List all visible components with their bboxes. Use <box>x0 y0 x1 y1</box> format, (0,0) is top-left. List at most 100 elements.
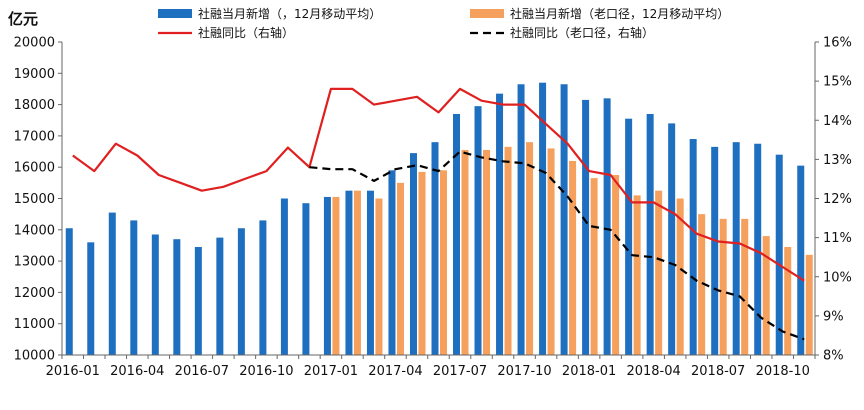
bar-tsf-new <box>517 84 525 355</box>
bar-tsf-new-old-basis <box>526 142 534 355</box>
y-right-tick-label: 9% <box>823 309 844 324</box>
bar-tsf-new <box>754 143 762 355</box>
bar-tsf-new <box>625 118 633 355</box>
x-tick-label: 2017-01 <box>304 364 358 379</box>
x-tick-label: 2018-01 <box>562 364 616 379</box>
y-right-tick-label: 11% <box>823 231 852 246</box>
x-tick-label: 2017-10 <box>497 364 551 379</box>
legend-item-bar-tsf-new: 社融当月新增（，12月移动平均） <box>158 6 381 21</box>
bar-tsf-new-old-basis <box>612 175 620 355</box>
x-tick-label: 2017-07 <box>433 364 487 379</box>
bar-tsf-new-old-basis <box>332 196 340 355</box>
x-tick-label: 2018-04 <box>626 364 680 379</box>
x-tick-label: 2016-01 <box>46 364 100 379</box>
bar-tsf-new <box>216 237 224 355</box>
bar-tsf-new <box>797 165 805 355</box>
bar-tsf-new <box>302 203 310 355</box>
y-left-tick-label: 14000 <box>14 223 55 238</box>
bar-tsf-new <box>388 170 396 355</box>
y-left-tick-label: 15000 <box>14 192 55 207</box>
bar-tsf-new <box>173 239 181 355</box>
y-right-tick-label: 15% <box>823 75 852 90</box>
legend-swatch <box>470 9 504 18</box>
bar-tsf-new <box>560 84 568 355</box>
legend: 社融当月新增（，12月移动平均） 社融当月新增（老口径，12月移动平均） 社融同比（… <box>158 6 729 40</box>
bar-tsf-new-old-basis <box>784 247 792 355</box>
y-left-tick-label: 16000 <box>14 161 55 176</box>
legend-label: 社融当月新增（老口径，12月移动平均） <box>510 6 729 21</box>
bar-tsf-new-old-basis <box>375 198 383 355</box>
bar-tsf-new-old-basis <box>504 146 512 355</box>
bar-tsf-new <box>237 228 245 355</box>
x-tick-label: 2017-04 <box>368 364 422 379</box>
bar-tsf-new-old-basis <box>418 171 426 355</box>
bar-tsf-new-old-basis <box>698 214 706 355</box>
bar-tsf-new <box>711 146 719 355</box>
x-tick-label: 2018-10 <box>756 364 810 379</box>
bar-tsf-new-old-basis <box>569 160 577 355</box>
line-tsf-yoy <box>72 87 805 282</box>
bar-tsf-new <box>87 242 95 355</box>
y-right-tick-label: 8% <box>823 349 844 364</box>
bar-tsf-new-old-basis <box>719 218 727 355</box>
bar-tsf-new <box>603 98 611 355</box>
bar-tsf-new <box>668 123 676 355</box>
bar-tsf-new <box>474 106 482 355</box>
bar-tsf-new <box>280 198 288 355</box>
bar-tsf-new <box>323 196 331 355</box>
axes: 10000 11000 12000 13000 14000 15000 16000 17000… <box>14 36 852 380</box>
bar-tsf-new <box>582 99 590 355</box>
y-right-tick-label: 13% <box>823 153 852 168</box>
x-tick-label: 2016-10 <box>239 364 293 379</box>
bar-tsf-new-old-basis <box>676 198 684 355</box>
bar-tsf-new <box>259 220 267 355</box>
y-left-tick-label: 12000 <box>14 286 55 301</box>
legend-item-line-tsf-yoy: 社融同比（右轴） <box>158 25 294 40</box>
y-left-tick-label: 20000 <box>14 36 55 51</box>
legend-label: 社融当月新增（，12月移动平均） <box>198 6 381 21</box>
bar-tsf-new <box>65 228 73 355</box>
bar-tsf-new-old-basis <box>353 190 361 355</box>
bar-tsf-new <box>151 234 159 355</box>
y-left-tick-label: 13000 <box>14 255 55 270</box>
bar-tsf-new <box>366 190 374 355</box>
bar-tsf-new <box>732 142 740 355</box>
bar-tsf-new <box>646 113 654 356</box>
bar-tsf-new-old-basis <box>440 170 447 355</box>
bar-tsf-new-old-basis <box>762 236 770 355</box>
lines <box>72 87 805 341</box>
legend-item-line-tsf-yoy-old-basis: 社融同比（老口径，右轴） <box>470 25 654 40</box>
x-tick-label: 2016-04 <box>110 364 164 379</box>
bar-tsf-new <box>345 190 353 355</box>
bar-tsf-new <box>431 142 439 355</box>
legend-swatch <box>158 9 192 18</box>
legend-label: 社融同比（右轴） <box>198 25 294 40</box>
y-right-tick-label: 16% <box>823 36 852 51</box>
bar-tsf-new-old-basis <box>547 148 555 355</box>
bar-tsf-new <box>453 113 461 356</box>
bar-tsf-new <box>496 93 504 356</box>
bar-tsf-new <box>775 154 783 355</box>
bar-tsf-new <box>108 212 116 355</box>
bar-tsf-new-old-basis <box>633 195 641 355</box>
line-tsf-yoy-old-basis <box>309 150 805 341</box>
y-left-tick-label: 17000 <box>14 129 55 144</box>
y-left-tick-label: 10000 <box>14 349 55 364</box>
y-left-tick-label: 19000 <box>14 67 55 82</box>
bar-tsf-new-old-basis <box>461 149 469 355</box>
y-right-tick-label: 10% <box>823 270 852 285</box>
bars <box>65 82 813 356</box>
y-right-tick-label: 14% <box>823 114 852 129</box>
legend-label: 社融同比（老口径，右轴） <box>510 25 654 40</box>
bar-tsf-new-old-basis <box>805 254 813 355</box>
bar-tsf-new <box>409 153 417 355</box>
bar-tsf-new-old-basis <box>396 182 404 355</box>
bar-tsf-new <box>689 139 697 355</box>
y-left-tick-label: 11000 <box>14 317 55 332</box>
bar-tsf-new <box>130 220 138 355</box>
bar-tsf-new-old-basis <box>483 149 491 355</box>
y-left-tick-label: 18000 <box>14 98 55 113</box>
legend-item-bar-tsf-new-old-basis: 社融当月新增（老口径，12月移动平均） <box>470 6 729 21</box>
bar-tsf-new <box>539 82 547 355</box>
